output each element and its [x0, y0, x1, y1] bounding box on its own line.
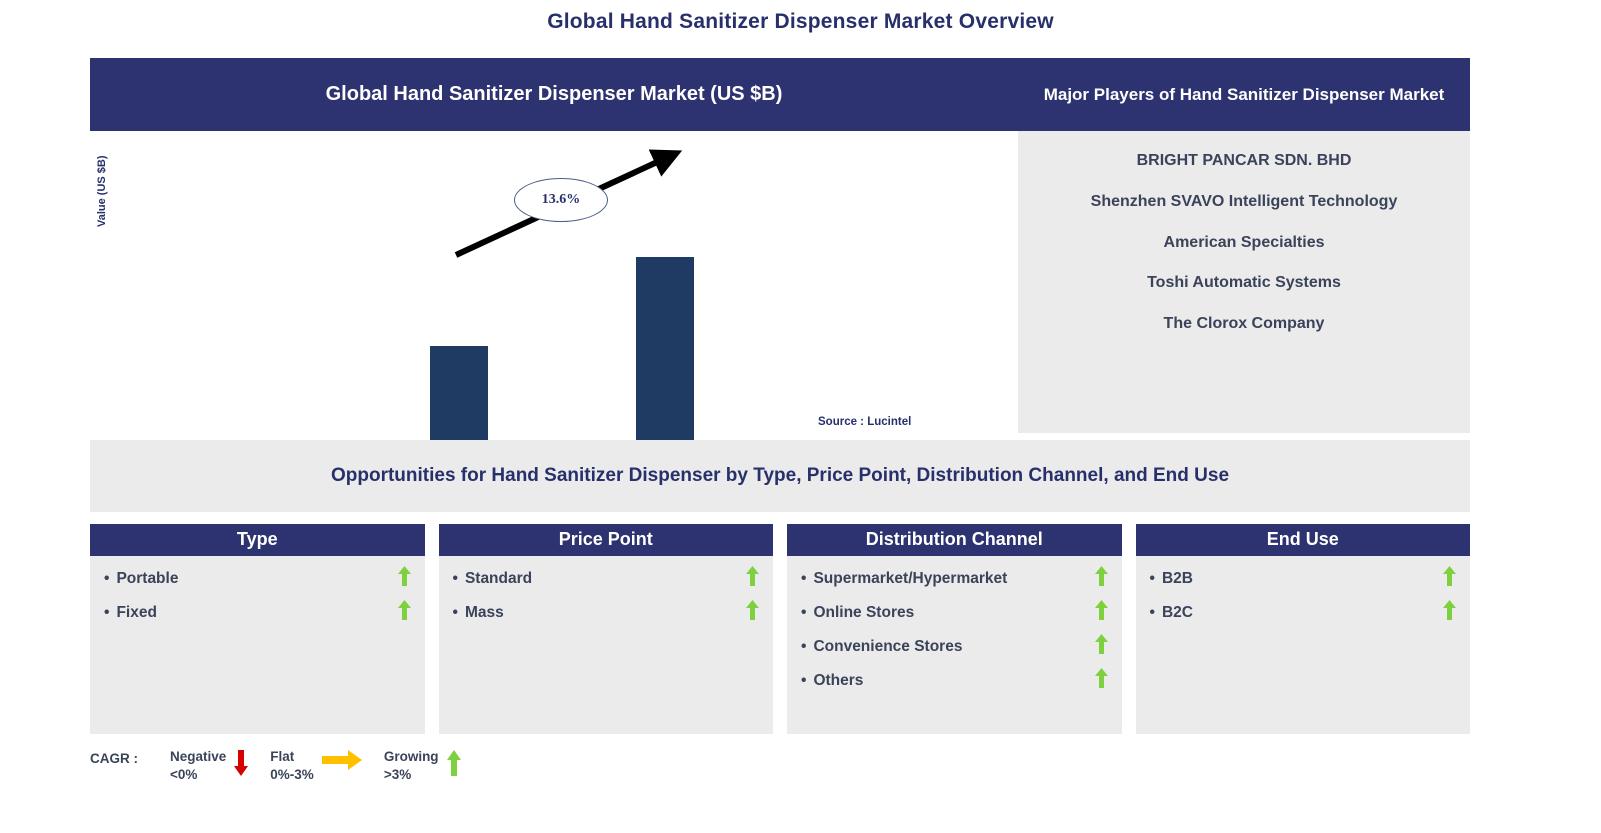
legend-entry-range: 0%-3%: [270, 767, 314, 783]
cagr-bubble: 13.6%: [514, 178, 608, 222]
list-item: Shenzhen SVAVO Intelligent Technology: [1090, 192, 1398, 210]
source-label: Source : Lucintel: [818, 416, 912, 428]
legend-entry-text: Negative <0%: [170, 748, 226, 784]
list-item-label: Convenience Stores: [801, 638, 962, 656]
cagr-legend: CAGR : Negative <0% Flat 0%-3% Growing >…: [90, 748, 483, 784]
chart-panel-header: Global Hand Sanitizer Dispenser Market (…: [90, 58, 1018, 131]
list-item: Portable: [104, 566, 411, 591]
legend-entry-range: <0%: [170, 767, 198, 783]
column-distribution-channel: Distribution Channel Supermarket/Hyperma…: [787, 524, 1122, 734]
list-item: Others: [801, 668, 1108, 693]
up-arrow-icon: [1094, 600, 1108, 625]
list-item-label: B2C: [1150, 604, 1193, 622]
legend-entry-name: Negative: [170, 749, 227, 764]
major-players-header: Major Players of Hand Sanitizer Dispense…: [1018, 58, 1470, 131]
list-item: Supermarket/Hypermarket: [801, 566, 1108, 591]
chart-panel: Global Hand Sanitizer Dispenser Market (…: [90, 58, 1018, 503]
column-body: B2B B2C: [1135, 556, 1470, 734]
down-arrow-icon: [234, 750, 249, 779]
major-players-list: BRIGHT PANCAR SDN. BHD Shenzhen SVAVO In…: [1018, 131, 1470, 433]
legend-entry-growing: Growing >3%: [384, 748, 461, 784]
top-row: Global Hand Sanitizer Dispenser Market (…: [90, 58, 1470, 503]
column-header: Distribution Channel: [787, 524, 1122, 556]
list-item-label: Online Stores: [801, 604, 914, 622]
opportunities-banner-text: Opportunities for Hand Sanitizer Dispens…: [330, 465, 1230, 486]
legend-entry-negative: Negative <0%: [170, 748, 249, 784]
opportunities-banner: Opportunities for Hand Sanitizer Dispens…: [90, 440, 1470, 512]
list-item: BRIGHT PANCAR SDN. BHD: [1136, 152, 1352, 169]
list-item: Fixed: [104, 600, 411, 625]
legend-entry-text: Flat 0%-3%: [270, 748, 314, 784]
list-item: B2C: [1150, 600, 1456, 625]
list-item-label: Others: [801, 672, 863, 690]
list-item: The Clorox Company: [1163, 315, 1325, 333]
column-body: Portable Fixed: [90, 556, 425, 734]
column-header: End Use: [1135, 524, 1470, 556]
legend-entry-text: Growing >3%: [384, 748, 439, 784]
column-header: Type: [90, 524, 425, 556]
legend-entry-name: Growing: [383, 749, 439, 764]
list-item-label: B2B: [1150, 570, 1193, 588]
list-item-label: Portable: [104, 570, 178, 588]
column-header: Price Point: [438, 524, 773, 556]
list-item-label: Mass: [453, 604, 504, 622]
list-item-label: Supermarket/Hypermarket: [801, 570, 1007, 588]
chart-body: Value (US $B) 13.6% 2025 2031 Source : L…: [90, 131, 1018, 503]
up-arrow-icon: [1443, 566, 1456, 591]
legend-entry-flat: Flat 0%-3%: [270, 748, 362, 784]
column-price-point: Price Point Standard Mass: [438, 524, 773, 734]
up-arrow-icon: [446, 750, 461, 779]
list-item: B2B: [1150, 566, 1456, 591]
legend-entry-range: >3%: [383, 767, 412, 783]
column-type: Type Portable Fixed: [90, 524, 425, 734]
list-item-label: Standard: [453, 570, 532, 588]
list-item: Convenience Stores: [801, 634, 1108, 659]
legend-entry-name: Flat: [270, 749, 295, 764]
opportunity-columns: Type Portable Fixed Price Point Standard: [90, 524, 1470, 734]
up-arrow-icon: [397, 566, 411, 591]
list-item: Online Stores: [801, 600, 1108, 625]
up-arrow-icon: [1094, 668, 1108, 693]
up-arrow-icon: [397, 600, 411, 625]
up-arrow-icon: [746, 566, 759, 591]
list-item: Mass: [453, 600, 759, 625]
column-body: Supermarket/Hypermarket Online Stores Co…: [787, 556, 1122, 734]
column-body: Standard Mass: [438, 556, 773, 734]
list-item: American Specialties: [1163, 233, 1325, 251]
up-arrow-icon: [746, 600, 759, 625]
up-arrow-icon: [1094, 634, 1108, 659]
list-item: Standard: [453, 566, 759, 591]
major-players-panel: Major Players of Hand Sanitizer Dispense…: [1018, 58, 1470, 433]
up-arrow-icon: [1094, 566, 1108, 591]
column-end-use: End Use B2B B2C: [1135, 524, 1470, 734]
page-title: Global Hand Sanitizer Dispenser Market O…: [547, 10, 1054, 33]
legend-title: CAGR :: [90, 751, 138, 766]
list-item-label: Fixed: [104, 604, 156, 622]
right-arrow-icon: [321, 750, 362, 773]
up-arrow-icon: [1443, 600, 1456, 625]
list-item: Toshi Automatic Systems: [1147, 274, 1341, 292]
